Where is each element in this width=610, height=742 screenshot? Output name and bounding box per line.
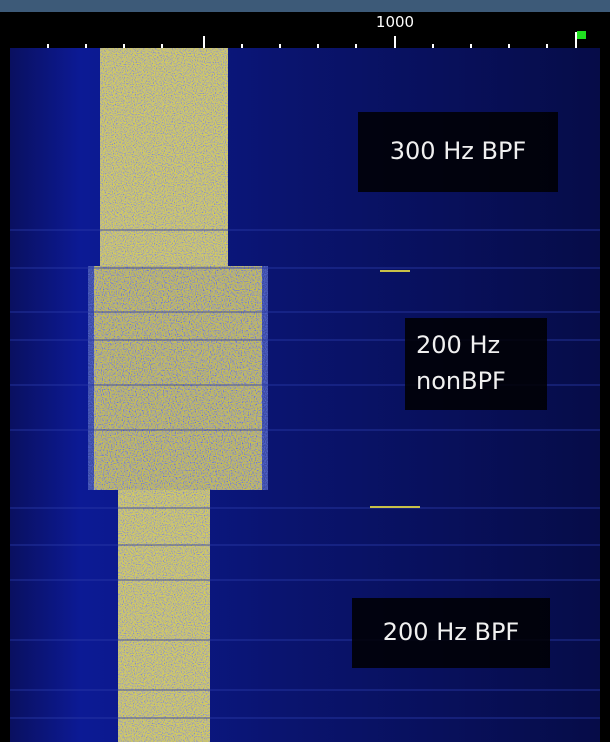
scale-label: 1000 bbox=[376, 13, 414, 31]
label-box bbox=[358, 112, 558, 192]
signal-trace bbox=[88, 48, 268, 742]
label-box bbox=[352, 598, 550, 668]
title-bar bbox=[0, 0, 610, 12]
annotation: 200 Hz BPF bbox=[383, 618, 519, 646]
annotation: 200 Hz bbox=[416, 331, 500, 359]
label-box bbox=[405, 318, 547, 410]
annotation: 300 Hz BPF bbox=[390, 137, 526, 165]
annotation: nonBPF bbox=[416, 367, 506, 395]
ruler bbox=[47, 36, 548, 48]
